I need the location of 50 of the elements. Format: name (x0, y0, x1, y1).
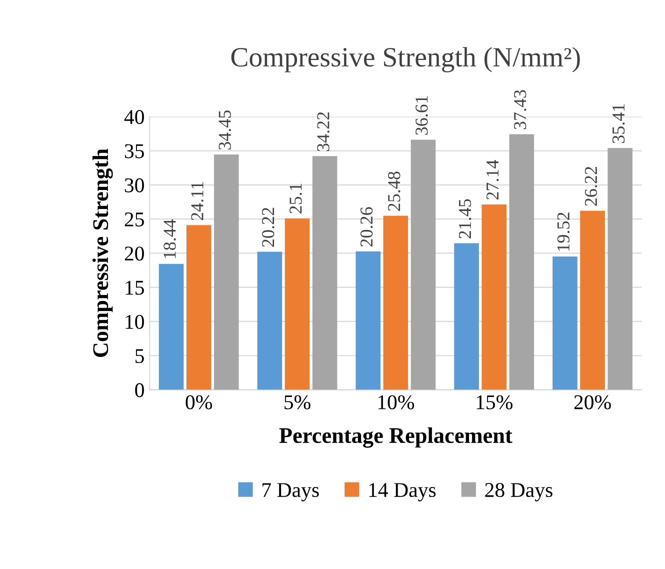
bar (509, 134, 534, 390)
bar (383, 216, 408, 390)
data-label: 20.26 (360, 207, 373, 246)
y-tick-label: 10 (126, 314, 144, 329)
x-tick-label: 10% (378, 395, 414, 410)
y-tick-label: 30 (124, 178, 144, 192)
data-label: 26.22 (584, 166, 598, 206)
y-tick-label: 25 (124, 212, 144, 226)
data-label: 21.45 (458, 199, 472, 238)
bar (482, 204, 506, 390)
data-label: 18.44 (164, 219, 176, 258)
x-tick-label: 15% (476, 395, 512, 410)
data-label: 34.45 (218, 110, 231, 150)
data-label: 27.14 (486, 160, 499, 200)
x-tick-label: 5% (284, 395, 310, 410)
x-axis-title: Percentage Replacement (279, 427, 512, 448)
bar (257, 252, 282, 390)
bar (410, 140, 436, 390)
legend-label: 28 Days (485, 482, 552, 502)
legend-label: 7 Days (262, 483, 319, 502)
y-tick-label: 15 (126, 280, 144, 295)
y-axis-title: Compressive Strength (92, 148, 113, 357)
data-label: 34.22 (317, 112, 330, 152)
y-tick-label: 5 (136, 349, 144, 364)
bar (552, 256, 578, 390)
y-tick-label: 0 (135, 383, 144, 398)
bar (186, 225, 212, 390)
y-tick-label: 35 (124, 144, 144, 158)
x-tick-label: 0% (186, 395, 212, 410)
y-tick-label: 20 (124, 246, 144, 261)
bar (356, 251, 381, 390)
data-label: 25.1 (290, 184, 302, 214)
bar (284, 218, 310, 390)
chart-title: Compressive Strength (N/mm²) (231, 47, 580, 72)
data-label: 20.22 (262, 208, 274, 247)
y-tick-label: 40 (124, 110, 144, 124)
data-label: 36.61 (416, 96, 428, 135)
bar (158, 264, 184, 390)
bar (312, 156, 338, 390)
legend-label: 14 Days (369, 483, 436, 502)
bar (580, 210, 605, 390)
data-label: 24.11 (191, 182, 204, 220)
data-label: 19.52 (557, 212, 570, 251)
bar (454, 243, 479, 390)
data-label: 37.43 (514, 90, 526, 130)
bar (214, 154, 239, 390)
data-label: 35.41 (612, 104, 625, 143)
x-tick-label: 20% (574, 395, 611, 410)
bar (608, 148, 632, 390)
data-label: 25.48 (388, 172, 400, 211)
